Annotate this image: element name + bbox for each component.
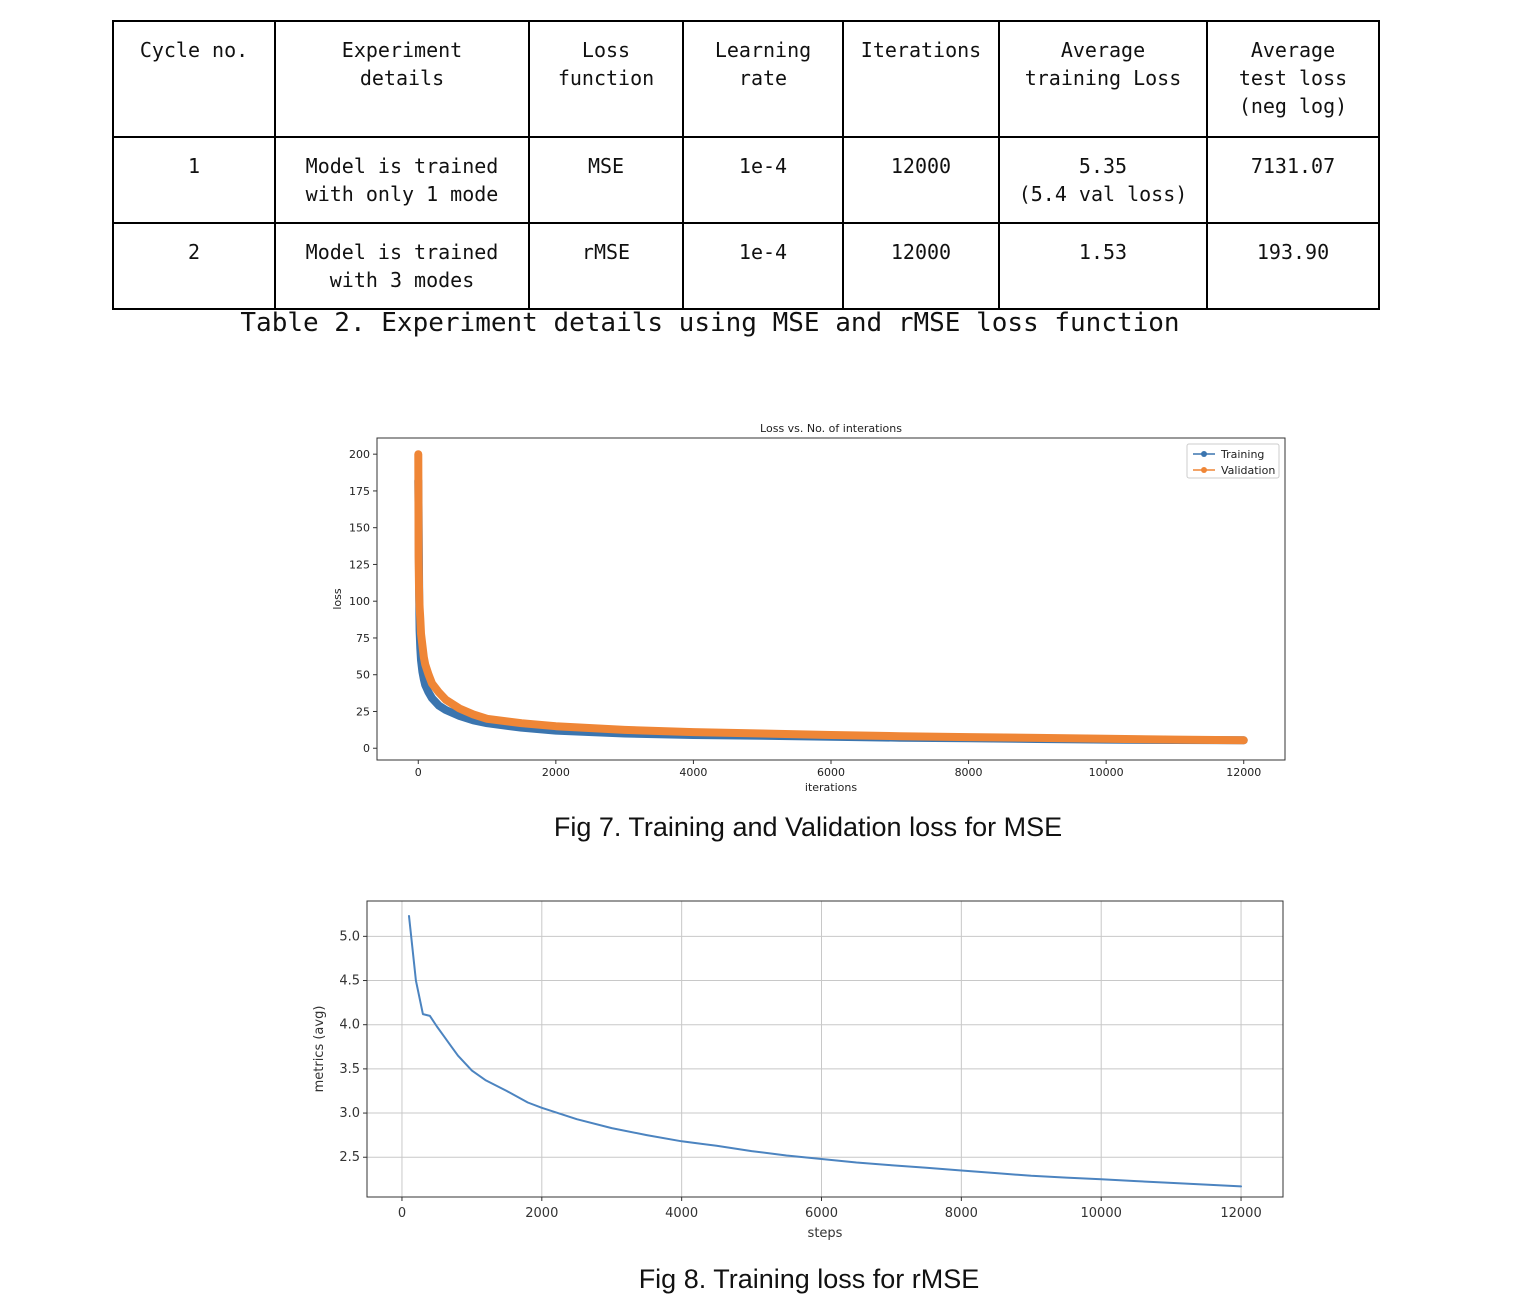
- cell-learning-rate: 1e-4: [682, 136, 844, 224]
- series-line-rmse: [408, 915, 1242, 1188]
- cell-test-loss: 7131.07: [1206, 136, 1380, 224]
- data-point-validation: [415, 594, 423, 602]
- x-tick-label: 10000: [1089, 766, 1124, 779]
- x-axis-label: iterations: [805, 781, 857, 794]
- x-tick-label: 12000: [1226, 766, 1261, 779]
- experiment-table: Cycle no. Experiment details Loss functi…: [112, 20, 1380, 310]
- x-tick-label: 12000: [1220, 1206, 1261, 1221]
- x-tick-label: 6000: [805, 1206, 838, 1221]
- data-point-validation: [421, 660, 429, 668]
- x-tick-label: 0: [398, 1206, 406, 1221]
- legend-marker: [1201, 467, 1207, 473]
- table-header-row: Cycle no. Experiment details Loss functi…: [112, 20, 1380, 138]
- fig8-caption: Fig 8. Training loss for rMSE: [638, 1264, 980, 1294]
- cell-cycle: 1: [112, 136, 276, 224]
- x-tick-label: 10000: [1081, 1206, 1122, 1221]
- y-tick-label: 5.0: [339, 929, 360, 944]
- y-tick-label: 75: [356, 632, 370, 645]
- data-point-validation: [417, 630, 425, 638]
- cell-iterations: 12000: [842, 136, 1000, 224]
- cell-cycle: 2: [112, 222, 276, 310]
- cell-details: Model is trained with only 1 mode: [274, 136, 530, 224]
- y-axis-label: loss: [331, 588, 344, 610]
- cell-training-loss: 1.53: [998, 222, 1208, 310]
- x-tick-label: 0: [415, 766, 422, 779]
- x-tick-label: 6000: [817, 766, 845, 779]
- data-point-validation: [416, 603, 424, 611]
- data-point-training: [425, 688, 433, 696]
- header-cycle: Cycle no.: [112, 20, 276, 138]
- y-tick-label: 175: [349, 485, 370, 498]
- x-tick-label: 4000: [665, 1206, 698, 1221]
- x-tick-label: 8000: [945, 1206, 978, 1221]
- x-tick-label: 4000: [679, 766, 707, 779]
- y-tick-label: 25: [356, 705, 370, 718]
- chart-title: Loss vs. No. of interations: [760, 422, 902, 435]
- fig7-caption: Fig 7. Training and Validation loss for …: [553, 812, 1063, 842]
- y-tick-label: 125: [349, 558, 370, 571]
- y-tick-label: 150: [349, 522, 370, 535]
- data-point-validation: [415, 583, 423, 591]
- y-tick-label: 200: [349, 448, 370, 461]
- header-learning-rate: Learning rate: [682, 20, 844, 138]
- y-tick-label: 100: [349, 595, 370, 608]
- table-row: 2 Model is trained with 3 modes rMSE 1e-…: [112, 222, 1380, 310]
- x-axis-label: steps: [808, 1226, 843, 1241]
- legend-label-validation: Validation: [1221, 464, 1275, 477]
- y-axis-label: metrics (avg): [312, 1006, 327, 1093]
- data-point-validation: [415, 553, 423, 561]
- x-tick-label: 2000: [525, 1206, 558, 1221]
- y-tick-label: 3.0: [339, 1106, 360, 1121]
- header-loss-function: Loss function: [528, 20, 684, 138]
- data-point-validation: [425, 671, 433, 679]
- data-point-validation: [414, 450, 422, 458]
- table-caption: Table 2. Experiment details using MSE an…: [240, 308, 1180, 338]
- cell-details: Model is trained with 3 modes: [274, 222, 530, 310]
- x-tick-label: 2000: [542, 766, 570, 779]
- header-avg-test-loss: Average test loss (neg log): [1206, 20, 1380, 138]
- cell-learning-rate: 1e-4: [682, 222, 844, 310]
- cell-test-loss: 193.90: [1206, 222, 1380, 310]
- data-point-training: [428, 694, 436, 702]
- series-line-training: [414, 476, 1248, 745]
- data-point-validation: [420, 653, 428, 661]
- y-tick-label: 50: [356, 669, 370, 682]
- plot-frame: [376, 437, 1286, 761]
- data-point-training: [421, 681, 429, 689]
- cell-loss-function: rMSE: [528, 222, 684, 310]
- plot-frame: [366, 900, 1284, 1198]
- data-point-validation: [418, 641, 426, 649]
- cell-training-loss: 5.35 (5.4 val loss): [998, 136, 1208, 224]
- y-tick-label: 2.5: [339, 1150, 360, 1165]
- y-tick-label: 0: [363, 742, 370, 755]
- y-tick-label: 3.5: [339, 1062, 360, 1077]
- legend-label-training: Training: [1220, 448, 1264, 461]
- header-experiment-details: Experiment details: [274, 20, 530, 138]
- data-point-validation: [416, 615, 424, 623]
- series-line-validation: [414, 450, 1248, 745]
- data-point-validation: [428, 680, 436, 688]
- header-iterations: Iterations: [842, 20, 1000, 138]
- header-avg-training-loss: Average training Loss: [998, 20, 1208, 138]
- cell-loss-function: MSE: [528, 136, 684, 224]
- table-row: 1 Model is trained with only 1 mode MSE …: [112, 136, 1380, 224]
- y-tick-label: 4.0: [339, 1018, 360, 1033]
- y-tick-label: 4.5: [339, 974, 360, 989]
- cell-iterations: 12000: [842, 222, 1000, 310]
- legend-marker: [1201, 451, 1207, 457]
- x-tick-label: 8000: [955, 766, 983, 779]
